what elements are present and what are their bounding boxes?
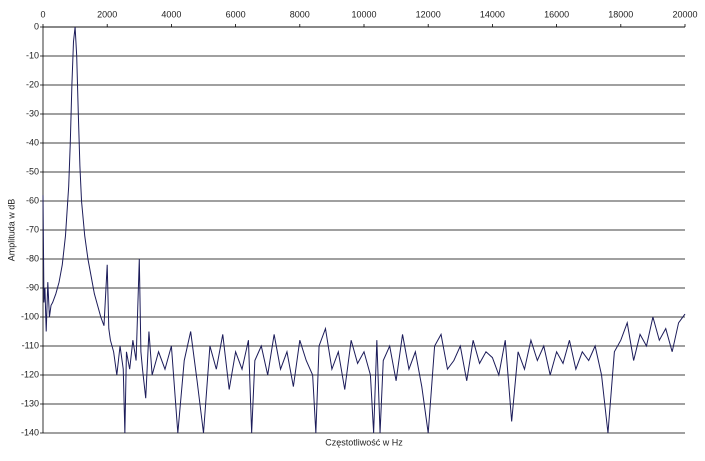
y-tick-label: 0 [34,21,39,31]
y-tick-label: -30 [26,108,39,118]
y-tick-label: -10 [26,50,39,60]
x-tick-label: 16000 [544,9,569,19]
x-tick-label: 8000 [290,9,310,19]
y-tick-label: -70 [26,224,39,234]
x-tick-label: 4000 [161,9,181,19]
y-tick-label: -20 [26,79,39,89]
x-tick-label: 0 [40,9,45,19]
x-tick-label: 12000 [416,9,441,19]
x-axis-label: Częstotliwość w Hz [325,437,403,447]
y-tick-label: -50 [26,166,39,176]
y-tick-label: -80 [26,253,39,263]
spectrum-line [42,26,686,434]
x-tick-label: 6000 [226,9,246,19]
x-tick-label: 14000 [480,9,505,19]
y-tick-label: -40 [26,137,39,147]
y-tick-label: -100 [21,311,39,321]
y-tick-label: -140 [21,427,39,437]
x-tick-label: 20000 [672,9,697,19]
y-tick-label: -90 [26,282,39,292]
y-tick-label: -120 [21,369,39,379]
y-axis-label: Amplituda w dB [6,199,16,262]
x-tick-label: 18000 [608,9,633,19]
y-tick-label: -110 [22,340,39,350]
x-tick-label: 2000 [97,9,117,19]
y-tick-label: -130 [21,398,39,408]
y-tick-label: -60 [26,195,39,205]
x-tick-label: 10000 [351,9,376,19]
